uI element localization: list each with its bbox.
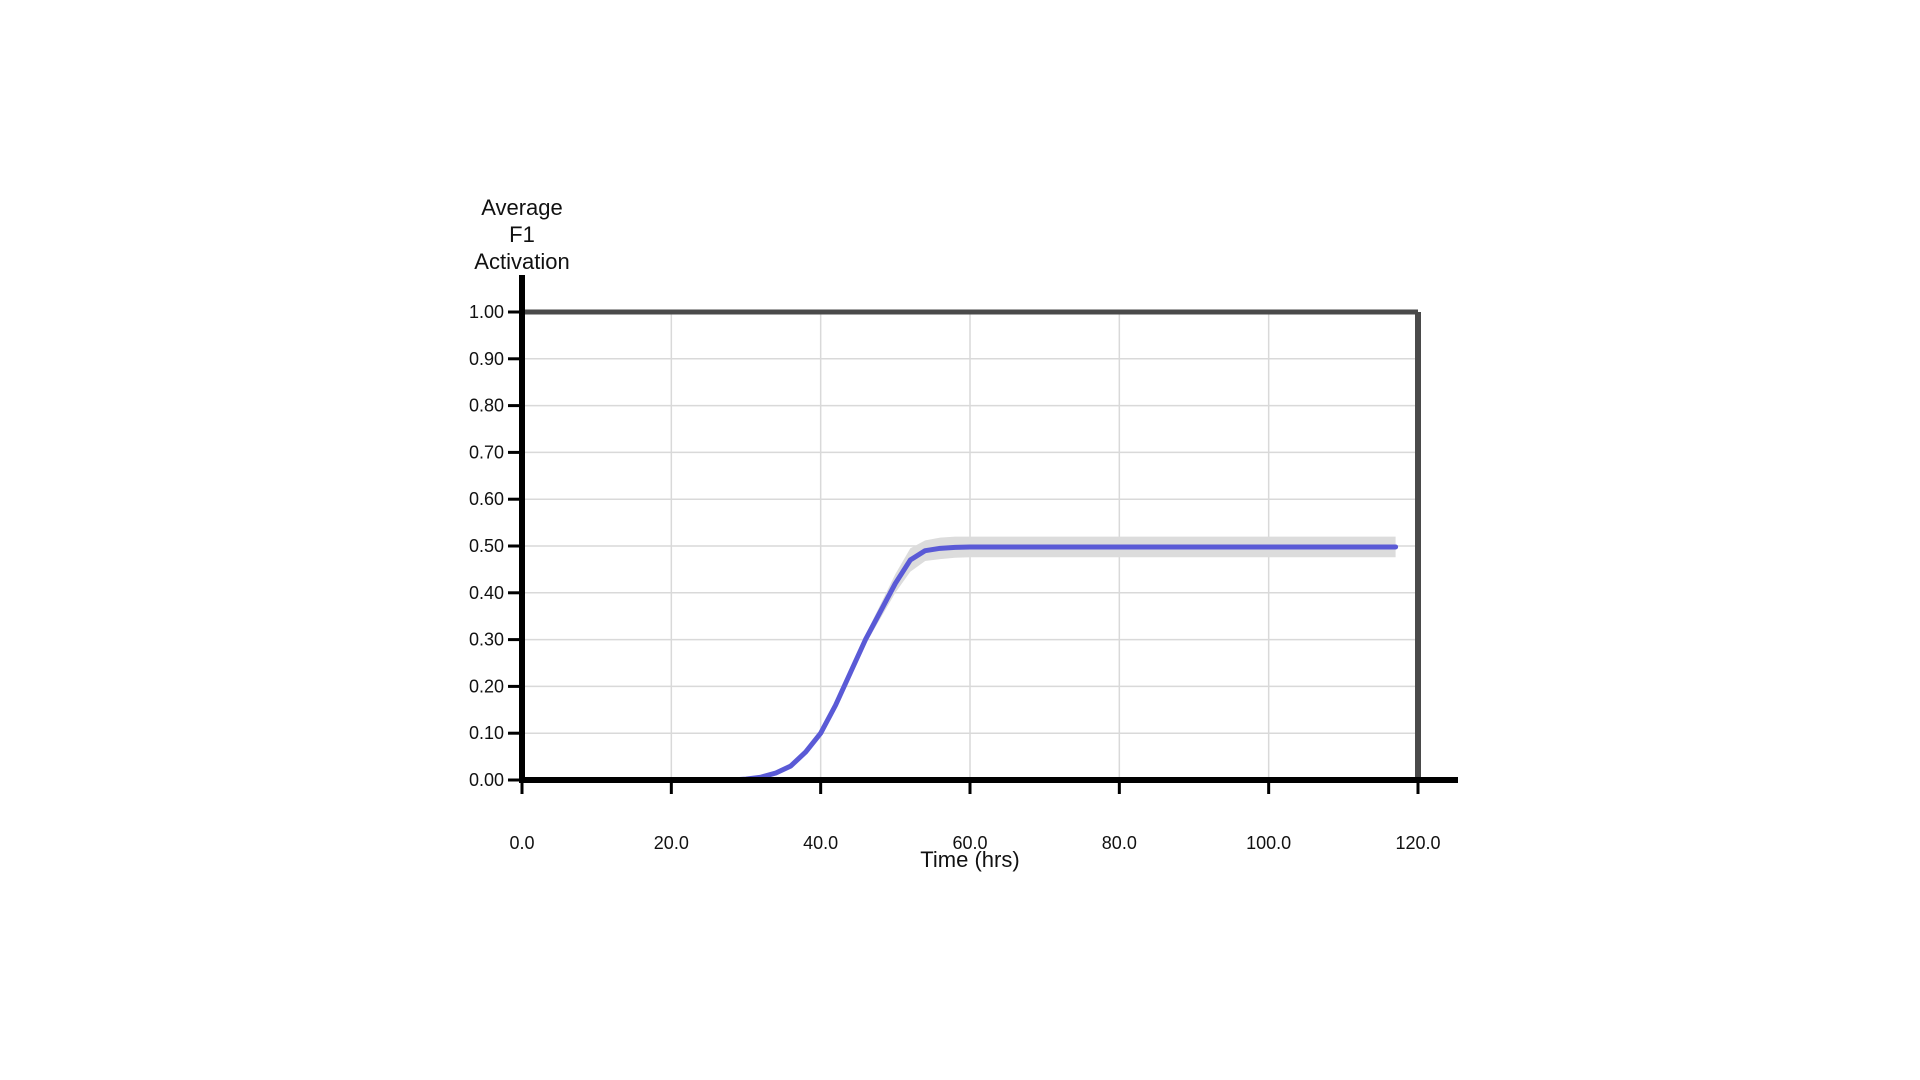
- y-tick-label: 0.10: [469, 723, 504, 743]
- x-tick-label: 60.0: [952, 833, 987, 853]
- x-tick-label: 120.0: [1395, 833, 1440, 853]
- y-tick-label: 0.00: [469, 770, 504, 790]
- axes: [519, 275, 1458, 783]
- x-tick-label: 40.0: [803, 833, 838, 853]
- ticks: 0.0 20.0 40.0 60.0 80.0 100.0 120.0 0.00 0.10 0.2…: [469, 302, 1441, 853]
- y-tick-label: 0.80: [469, 396, 504, 416]
- y-axis-title-line: Activation: [474, 249, 569, 274]
- y-axis-title: Average F1 Activation: [474, 195, 569, 274]
- y-tick-label: 0.60: [469, 489, 504, 509]
- y-tick-label: 1.00: [469, 302, 504, 322]
- y-tick-label: 0.50: [469, 536, 504, 556]
- y-tick-label: 0.90: [469, 349, 504, 369]
- y-tick-label: 0.40: [469, 583, 504, 603]
- x-tick-label: 20.0: [654, 833, 689, 853]
- reference-line-group: [522, 309, 1421, 780]
- x-tick-label: 80.0: [1102, 833, 1137, 853]
- x-axis-title: Time (hrs): [920, 847, 1019, 872]
- y-tick-label: 0.20: [469, 676, 504, 696]
- x-tick-label: 100.0: [1246, 833, 1291, 853]
- series-group: [519, 544, 1399, 783]
- y-axis-title-line: F1: [509, 222, 535, 247]
- confidence-band: [522, 536, 1396, 780]
- y-axis-title-line: Average: [481, 195, 563, 220]
- series-line: [519, 544, 1399, 783]
- confidence-band-group: [522, 536, 1396, 780]
- x-tick-label: 0.0: [509, 833, 534, 853]
- y-tick-label: 0.30: [469, 630, 504, 650]
- y-tick-label: 0.70: [469, 442, 504, 462]
